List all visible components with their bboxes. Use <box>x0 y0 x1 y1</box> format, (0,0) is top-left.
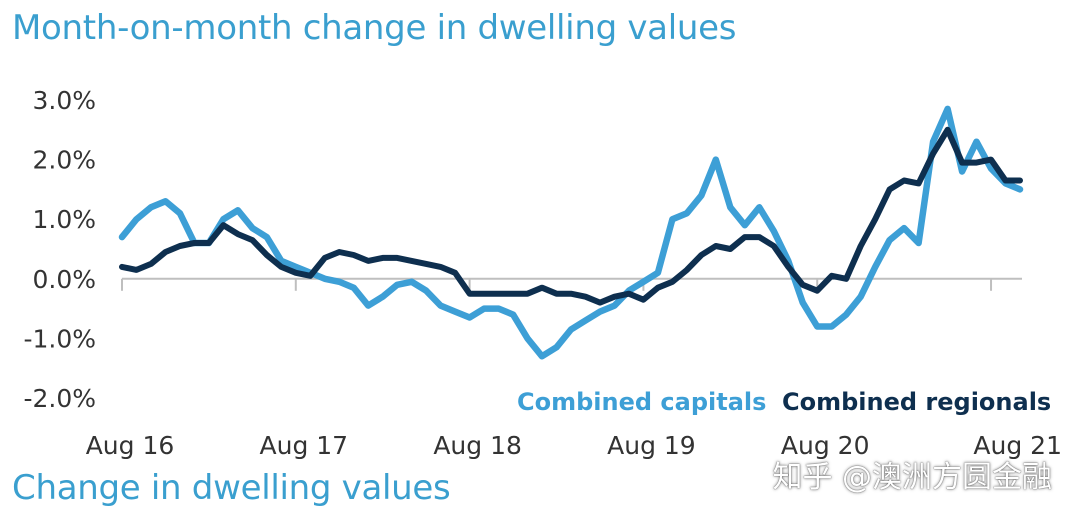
y-tick-label: 0.0% <box>32 265 96 294</box>
y-tick-label: 2.0% <box>32 146 96 175</box>
legend-label-regionals: Combined regionals <box>782 388 1051 416</box>
y-tick-label: -1.0% <box>23 324 96 353</box>
y-axis-ticks: 3.0% 2.0% 1.0% 0.0% -1.0% -2.0% <box>23 86 96 413</box>
section-subtitle: Change in dwelling values <box>12 468 451 508</box>
legend: Combined capitals Combined regionals <box>517 388 1051 416</box>
chart-title: Month-on-month change in dwelling values <box>12 8 737 48</box>
legend-label-capitals: Combined capitals <box>517 388 766 416</box>
x-axis-ticks: Aug 16 Aug 17 Aug 18 Aug 19 Aug 20 Aug 21 <box>86 431 1062 460</box>
x-axis-tick-marks <box>121 278 993 291</box>
y-tick-label: 3.0% <box>32 86 96 115</box>
series-line-capitals <box>118 105 1024 360</box>
series-line-regionals <box>119 126 1023 306</box>
x-tick-label: Aug 19 <box>607 431 696 460</box>
y-tick-label: 1.0% <box>32 205 96 234</box>
watermark-text: 知乎 @澳洲方圆金融 <box>772 460 1052 495</box>
x-tick-label: Aug 17 <box>260 431 349 460</box>
x-tick-label: Aug 21 <box>973 431 1062 460</box>
x-tick-label: Aug 18 <box>433 431 522 460</box>
series-lines <box>118 105 1024 360</box>
x-tick-label: Aug 20 <box>781 431 870 460</box>
x-tick-label: Aug 16 <box>86 431 175 460</box>
y-tick-label: -2.0% <box>23 384 96 413</box>
